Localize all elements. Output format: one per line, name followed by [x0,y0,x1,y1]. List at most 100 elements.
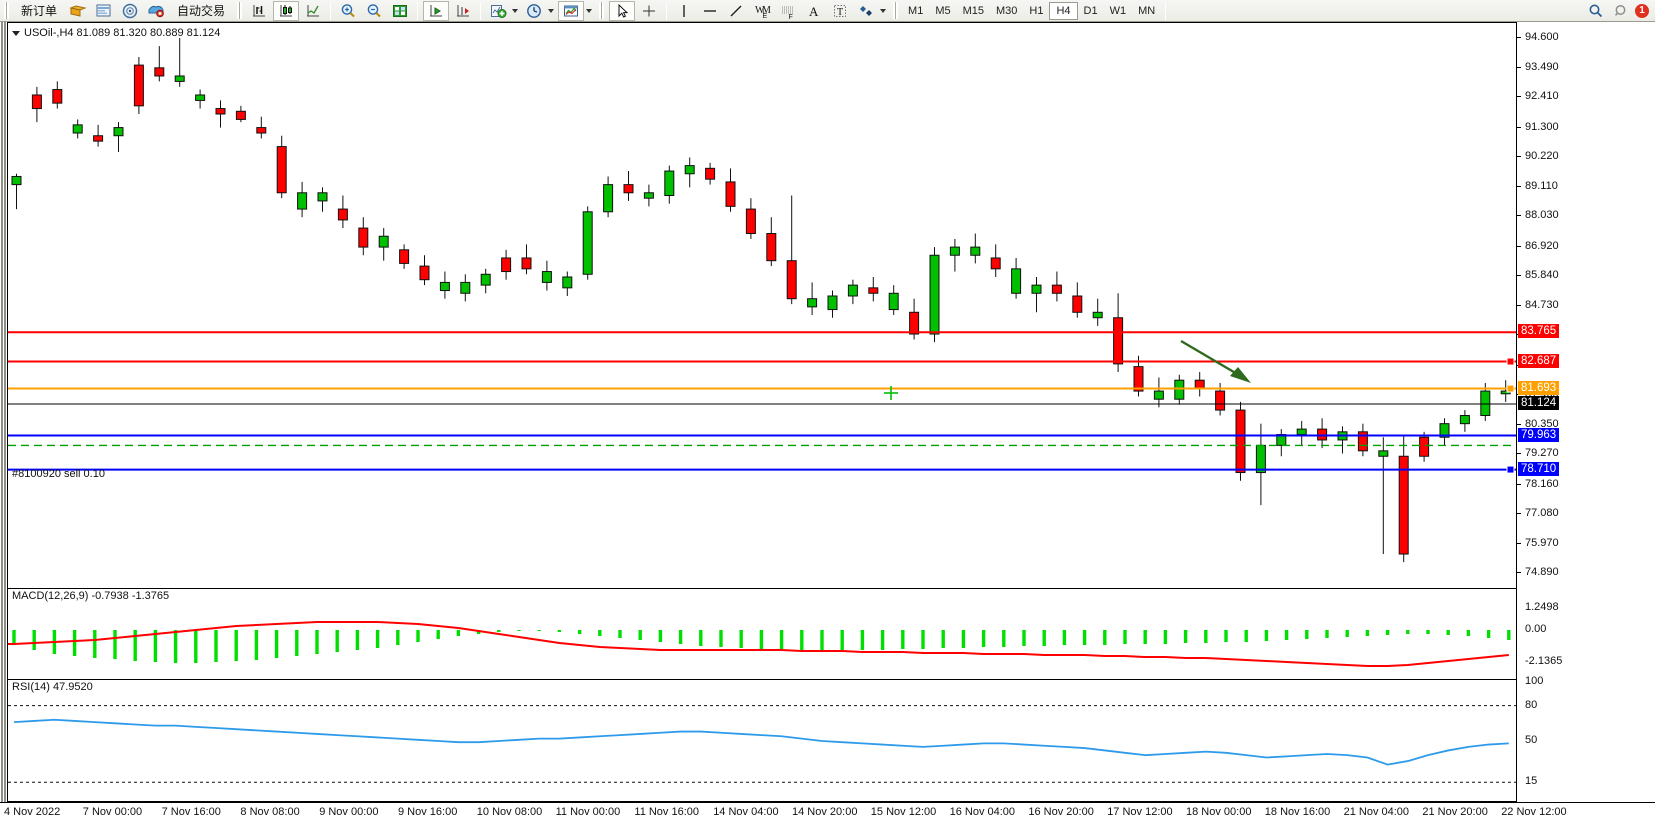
alert-count-badge[interactable]: 1 [1635,3,1649,18]
rsi-label: RSI(14) 47.9520 [12,681,93,693]
new-order-label: 新订单 [21,4,58,18]
pivot-line-81693[interactable]: 81.693 [1518,380,1560,395]
time-axis-label: 21 Nov 20:00 [1422,806,1488,818]
price-tick [1517,186,1521,188]
navigator-icon[interactable] [118,1,142,21]
timeframe-m1[interactable]: M1 [908,4,924,17]
time-axis-label: 8 Nov 08:00 [240,806,300,818]
bar-chart-icon[interactable] [247,1,271,21]
cursor-icon[interactable] [609,0,636,21]
resistance-line-82687[interactable]: 82.687 [1518,353,1560,368]
timeframe-d1[interactable]: D1 [1083,4,1098,17]
price-tick [1517,274,1521,276]
rsi-pane[interactable]: RSI(14) 47.9520 [8,679,1516,801]
time-axis-label: 14 Nov 20:00 [792,806,858,818]
timeframe-h1[interactable]: H1 [1029,4,1044,17]
price-tick [1517,512,1521,514]
chart-autoscroll-icon[interactable] [451,1,475,21]
support-line-78710[interactable]: 78.710 [1518,461,1560,476]
shapes-dropdown-caret[interactable] [880,8,887,13]
auto-trading-icon[interactable] [144,1,168,21]
timeframe-mn[interactable]: MN [1138,4,1156,17]
open-order-label[interactable]: #8100920 sell 0.10 [12,468,105,480]
toolbar-grip[interactable] [4,2,9,19]
folder-icon[interactable] [66,1,90,21]
time-axis-label: 9 Nov 16:00 [398,806,458,818]
chart-window: USOil-,H4 81.089 81.320 80.889 81.124 #8… [0,22,1655,824]
text-label-icon[interactable]: A [802,1,826,21]
period-clock-icon[interactable] [522,1,546,21]
timeframe-h4[interactable]: H4 [1049,1,1078,20]
macd-pane[interactable]: MACD(12,26,9) -0.7938 -1.3765 [8,588,1516,678]
market-watch-icon[interactable] [92,1,116,21]
timeframe-m15[interactable]: M15 [962,4,984,17]
macd-label: MACD(12,26,9) -0.7938 -1.3765 [12,590,170,602]
timeframe-m30[interactable]: M30 [996,4,1018,17]
period-dropdown-caret[interactable] [548,8,555,13]
trendline-icon[interactable] [724,1,748,21]
timeframe-w1[interactable]: W1 [1109,4,1127,17]
search-icon[interactable] [1584,1,1608,21]
toolbar-grip-2[interactable] [237,2,243,19]
price-tick [1517,67,1521,69]
rsi-axis-label: 100 [1525,675,1544,687]
horizontal-line-icon[interactable] [698,1,722,21]
text-object-icon[interactable]: T [828,1,852,21]
crosshair-icon[interactable] [637,1,661,21]
toolbar-grip-4[interactable] [893,2,899,19]
svg-text:T: T [837,7,843,18]
new-order-button[interactable]: 新订单 [14,1,64,21]
price-tick-label: 79.270 [1525,447,1559,460]
price-axis[interactable]: 94.600 93.490 92.410 91.300 90.220 89.110 88.0… [1516,22,1655,802]
line-chart-icon[interactable] [301,1,325,21]
zoom-in-icon[interactable] [336,1,360,21]
price-tick-label: 86.920 [1525,239,1559,252]
chart-left-rail [0,22,7,802]
toolbar-separator-2 [417,1,419,20]
toolbar-grip-3[interactable] [599,2,605,19]
price-tick [1517,126,1521,128]
time-axis-label: 4 Nov 2022 [4,806,61,818]
time-axis-label: 18 Nov 00:00 [1186,806,1252,818]
templates-icon[interactable] [558,0,585,21]
chart-plot-area[interactable]: USOil-,H4 81.089 81.320 80.889 81.124 #8… [7,22,1516,802]
indicators-add-icon[interactable] [486,1,510,21]
last-price-tag[interactable]: 81.124 [1518,395,1560,410]
chart-grid-icon[interactable] [388,1,412,21]
price-tick [1517,155,1521,157]
toolbar-separator-5 [1165,1,1167,20]
support-line-79963[interactable]: 79.963 [1518,427,1560,442]
time-axis-label: 7 Nov 00:00 [82,806,143,818]
svg-text:E: E [763,13,768,20]
price-tick-label: 94.600 [1525,30,1559,43]
fibonacci-icon[interactable]: F [776,1,800,21]
candlestick-chart-icon[interactable] [273,0,300,21]
price-tick [1517,215,1521,217]
shapes-icon[interactable] [854,1,878,21]
templates-dropdown-caret[interactable] [586,8,593,13]
svg-text:F: F [789,14,793,20]
indicators-dropdown-caret[interactable] [512,8,519,13]
time-axis-label: 7 Nov 16:00 [161,806,221,818]
chart-menu-caret-icon[interactable] [12,30,20,36]
price-tick [1517,542,1521,544]
price-tick-label: 91.300 [1525,120,1559,133]
price-tick [1517,245,1521,247]
price-tick-label: 80.350 [1525,418,1559,431]
rsi-axis-label: 50 [1525,734,1538,746]
price-tick [1517,453,1521,455]
alerts-icon[interactable] [1610,1,1634,21]
timeframe-m5[interactable]: M5 [935,4,951,17]
resistance-line-83765[interactable]: 83.765 [1518,324,1560,339]
price-tick-label: 75.970 [1525,536,1559,549]
zoom-out-icon[interactable] [362,1,386,21]
time-axis[interactable]: 4 Nov 2022 7 Nov 00:00 7 Nov 16:00 8 Nov 08… [0,802,1655,824]
chart-shift-icon[interactable] [423,0,450,21]
auto-trading-button[interactable]: 自动交易 [170,1,232,21]
rsi-pane-divider [8,679,1516,680]
toolbar-separator-1 [330,1,332,20]
time-axis-label: 10 Nov 08:00 [476,806,543,818]
svg-text:W: W [755,5,765,16]
vertical-line-icon[interactable] [672,1,696,21]
